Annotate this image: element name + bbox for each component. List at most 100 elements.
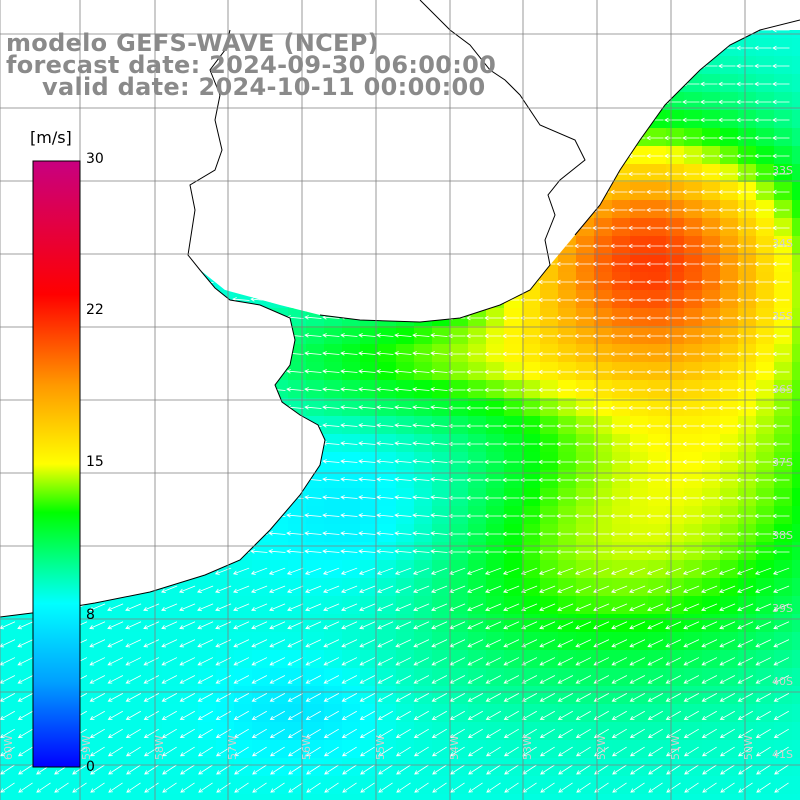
- wind-speed-cell: [756, 398, 775, 417]
- wind-arrow: [0, 333, 16, 338]
- wind-speed-cell: [306, 650, 325, 669]
- wind-speed-cell: [198, 434, 217, 453]
- wind-arrow: [664, 351, 682, 357]
- wind-arrow: [754, 531, 772, 537]
- wind-speed-cell: [720, 614, 739, 633]
- wind-speed-cell: [774, 704, 793, 723]
- wind-speed-cell: [450, 740, 469, 759]
- wind-arrow: [431, 710, 447, 720]
- wind-arrow: [647, 746, 663, 757]
- wind-arrow: [502, 387, 520, 393]
- wind-speed-cell: [414, 434, 433, 453]
- wind-arrow: [556, 351, 574, 357]
- wind-arrow: [754, 279, 772, 285]
- wind-speed-cell: [594, 596, 613, 615]
- wind-speed-cell: [774, 614, 793, 633]
- wind-speed-cell: [342, 362, 361, 381]
- wind-arrow: [484, 315, 502, 321]
- wind-arrow: [484, 99, 502, 105]
- wind-arrow: [754, 369, 772, 375]
- wind-arrow: [646, 567, 664, 575]
- wind-arrow: [412, 30, 430, 32]
- wind-arrow: [0, 585, 16, 593]
- wind-speed-cell: [234, 164, 253, 183]
- wind-speed-cell: [576, 524, 595, 543]
- wind-speed-cell: [630, 344, 649, 363]
- wind-arrow: [124, 297, 142, 302]
- wind-speed-cell: [144, 290, 163, 309]
- wind-arrow: [610, 351, 628, 357]
- wind-arrow: [413, 728, 429, 739]
- wind-speed-cell: [648, 578, 667, 597]
- wind-arrow: [538, 351, 556, 357]
- wind-speed-cell: [576, 686, 595, 705]
- wind-arrow: [502, 333, 520, 339]
- wind-arrow: [502, 99, 520, 105]
- wind-speed-cell: [486, 794, 505, 800]
- wind-arrow: [430, 405, 448, 410]
- wind-arrow: [106, 117, 124, 122]
- wind-arrow: [358, 261, 376, 266]
- longitude-label: 52W: [595, 735, 608, 760]
- wind-speed-cell: [522, 470, 541, 489]
- wind-speed-cell: [468, 272, 487, 291]
- wind-arrow: [502, 513, 520, 519]
- wind-arrow: [718, 477, 736, 483]
- wind-arrow: [413, 585, 430, 593]
- wind-speed-cell: [198, 254, 217, 273]
- wind-speed-cell: [396, 254, 415, 273]
- wind-speed-cell: [252, 398, 271, 417]
- wind-speed-cell: [756, 30, 775, 39]
- wind-arrow: [233, 710, 249, 720]
- wind-arrow: [160, 243, 178, 248]
- wind-arrow: [592, 567, 610, 575]
- wind-speed-cell: [252, 182, 271, 201]
- wind-arrow: [233, 746, 249, 757]
- wind-speed-cell: [666, 74, 685, 93]
- wind-speed-cell: [522, 326, 541, 345]
- wind-speed-cell: [630, 128, 649, 147]
- wind-arrow: [413, 657, 430, 666]
- wind-arrow: [232, 405, 250, 410]
- wind-arrow: [502, 531, 520, 537]
- wind-speed-cell: [756, 308, 775, 327]
- wind-speed-cell: [558, 218, 577, 237]
- wind-arrow: [106, 531, 124, 536]
- wind-arrow: [430, 261, 448, 266]
- wind-arrow: [610, 531, 628, 537]
- wind-arrow: [646, 351, 664, 357]
- wind-speed-cell: [306, 200, 325, 219]
- wind-speed-cell: [288, 668, 307, 687]
- wind-arrow: [360, 782, 375, 793]
- wind-speed-cell: [432, 200, 451, 219]
- wind-arrow: [720, 782, 735, 793]
- wind-speed-cell: [90, 740, 109, 759]
- wind-speed-cell: [108, 362, 127, 381]
- wind-arrow: [34, 153, 52, 158]
- wind-speed-cell: [504, 614, 523, 633]
- wind-arrow: [484, 117, 502, 123]
- wind-speed-cell: [450, 218, 469, 237]
- wind-arrow: [286, 243, 304, 248]
- longitude-label: 51W: [669, 735, 682, 760]
- wind-arrow: [178, 567, 196, 575]
- wind-arrow: [0, 549, 16, 554]
- wind-arrow: [502, 45, 520, 51]
- wind-arrow: [772, 135, 790, 141]
- wind-speed-cell: [90, 398, 109, 417]
- wind-arrow: [286, 369, 304, 374]
- wind-arrow: [286, 459, 304, 464]
- wind-speed-cell: [378, 272, 397, 291]
- wind-arrow: [430, 477, 448, 482]
- wind-speed-cell: [216, 236, 235, 255]
- wind-speed-cell: [198, 272, 217, 291]
- wind-speed-cell: [702, 344, 721, 363]
- wind-speed-cell: [576, 236, 595, 255]
- wind-speed-cell: [522, 560, 541, 579]
- wind-arrow: [342, 764, 357, 775]
- wind-arrow: [538, 531, 556, 537]
- wind-arrow: [358, 243, 376, 248]
- wind-speed-cell: [450, 380, 469, 399]
- wind-speed-cell: [792, 722, 800, 741]
- wind-speed-cell: [648, 740, 667, 759]
